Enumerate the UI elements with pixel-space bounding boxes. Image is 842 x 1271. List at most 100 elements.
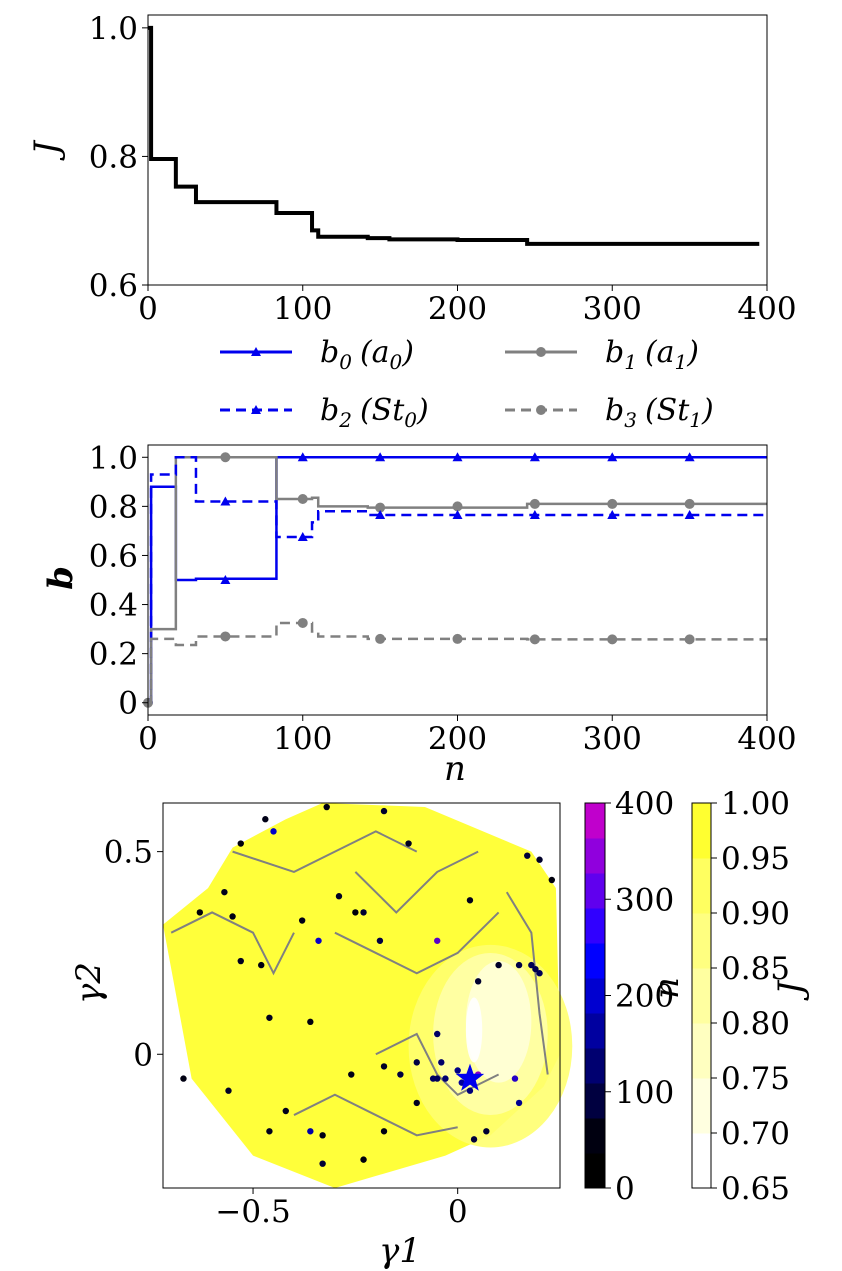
b-series-marker bbox=[297, 452, 308, 462]
y-tick-label: 0 bbox=[133, 1037, 153, 1073]
b-series-marker bbox=[529, 498, 540, 509]
sample-point bbox=[237, 840, 244, 847]
colorbar-tick-label: 0.65 bbox=[721, 1171, 790, 1207]
b-series-marker bbox=[375, 452, 386, 462]
sample-point bbox=[180, 1075, 187, 1082]
b-series-marker bbox=[607, 509, 618, 519]
sample-point bbox=[360, 1156, 367, 1163]
y-tick-label: 0.4 bbox=[89, 588, 138, 624]
sample-point bbox=[528, 961, 535, 969]
contour-line bbox=[232, 830, 418, 873]
colorbar-band bbox=[585, 1118, 605, 1154]
colorbar-band bbox=[692, 913, 711, 969]
parameter-history-panel: b n 0 100 200 300 400 0 0.2 0.4 0.6 0.8 1.0 bbox=[41, 440, 797, 789]
legend-label: b3 (St1) bbox=[605, 393, 714, 432]
b-series-marker bbox=[684, 452, 695, 462]
sample-point bbox=[298, 917, 306, 924]
y-tick-label: 0.6 bbox=[89, 268, 138, 304]
parameter-space-panel: γ2 γ1 −0.5 0 0 0.5 bbox=[69, 802, 573, 1271]
b-series-marker bbox=[452, 501, 463, 512]
x-tick-label: 0 bbox=[138, 291, 158, 327]
sample-point bbox=[319, 1160, 326, 1167]
y-tick-label: 0.2 bbox=[89, 637, 138, 673]
colorbar-band bbox=[585, 803, 605, 839]
x-tick-label: 100 bbox=[273, 721, 332, 757]
sample-point bbox=[323, 803, 330, 811]
legend-marker bbox=[536, 405, 546, 415]
colorbar-tick-label: 0.95 bbox=[721, 841, 790, 877]
legend-label-part: 0 bbox=[404, 408, 417, 432]
colorbar-band bbox=[692, 1023, 711, 1079]
legend-label-part: b bbox=[605, 335, 624, 370]
legend-label-part: (a bbox=[360, 335, 390, 370]
sample-point bbox=[536, 856, 543, 863]
legend-label-part: b bbox=[320, 335, 339, 370]
sample-point bbox=[397, 1071, 404, 1078]
b-series-marker bbox=[607, 634, 618, 645]
legend-marker bbox=[251, 347, 261, 356]
legend-label: b0 (a0) bbox=[320, 335, 414, 374]
colorbar-band bbox=[692, 1133, 711, 1189]
colorbar-band bbox=[692, 803, 711, 859]
colorbar-tick-label: 0.75 bbox=[721, 1061, 790, 1097]
b-series-marker bbox=[607, 498, 618, 509]
legend-label: b1 (a1) bbox=[605, 335, 699, 374]
b-series-marker bbox=[607, 452, 618, 462]
sample-point bbox=[258, 961, 265, 969]
sample-point bbox=[470, 1136, 478, 1143]
sample-point bbox=[515, 1099, 523, 1107]
x-tick-label: 100 bbox=[273, 291, 332, 327]
sample-point bbox=[335, 893, 343, 900]
sample-point bbox=[434, 1030, 441, 1038]
legend-marker bbox=[536, 347, 546, 357]
contour-line bbox=[293, 1093, 458, 1137]
sample-point bbox=[536, 970, 543, 977]
contour-line bbox=[505, 891, 549, 1075]
colorbar-band bbox=[585, 873, 605, 909]
colorbar-band bbox=[585, 1013, 605, 1049]
legend-label-part: 1 bbox=[624, 350, 637, 374]
colorbar-tick-label: 200 bbox=[615, 979, 674, 1015]
plot-frame bbox=[162, 802, 561, 1189]
sample-point bbox=[225, 1087, 232, 1094]
legend-label-part: b bbox=[320, 393, 339, 428]
sample-point bbox=[319, 1132, 326, 1139]
colorbar-band bbox=[585, 943, 605, 979]
y-tick-label: 0.5 bbox=[104, 835, 153, 871]
sample-point bbox=[434, 1075, 441, 1082]
legend-marker bbox=[251, 405, 261, 414]
sample-point bbox=[352, 909, 359, 916]
n-colorbar: n 0 100 200 300 400 bbox=[584, 786, 687, 1207]
sample-point bbox=[532, 965, 539, 973]
sample-point bbox=[495, 961, 502, 969]
x-tick-label: 200 bbox=[428, 291, 487, 327]
colorbar-band bbox=[585, 908, 605, 944]
best-point-star bbox=[455, 1063, 485, 1091]
y-tick-label: 0 bbox=[118, 686, 138, 722]
j-axis-label: J bbox=[27, 139, 67, 161]
cost-history-panel: J 0 100 200 300 400 0.6 0.8 1.0 bbox=[27, 11, 797, 327]
sample-point bbox=[380, 1128, 388, 1135]
legend-label-part: b bbox=[605, 393, 624, 428]
sample-point bbox=[307, 1128, 314, 1135]
b-series-marker bbox=[220, 452, 231, 463]
colorbar-tick-label: 1.00 bbox=[721, 786, 790, 822]
legend-label-part: 1 bbox=[675, 350, 688, 374]
colorbar-tick-label: 400 bbox=[615, 786, 674, 822]
sample-point bbox=[376, 937, 384, 944]
colorbar-tick-label: 100 bbox=[615, 1075, 674, 1111]
legend-label-part: 1 bbox=[689, 408, 702, 432]
b-series-marker bbox=[529, 634, 540, 645]
contour-line bbox=[354, 850, 479, 914]
b-series-marker bbox=[220, 575, 231, 584]
sample-point bbox=[413, 1099, 420, 1107]
sample-point bbox=[266, 1128, 273, 1135]
sample-point bbox=[515, 961, 523, 969]
n-axis-label: n bbox=[444, 749, 466, 789]
gamma2-axis-label: γ2 bbox=[69, 962, 109, 1004]
sample-point bbox=[221, 888, 228, 896]
sample-point bbox=[307, 1018, 314, 1026]
sample-point bbox=[262, 816, 269, 823]
contour-band bbox=[465, 997, 483, 1063]
